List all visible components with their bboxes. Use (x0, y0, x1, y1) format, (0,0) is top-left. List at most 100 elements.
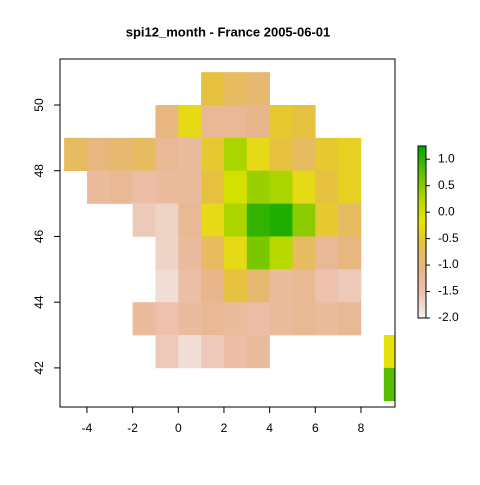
legend-swatch (418, 214, 426, 219)
raster-cell (292, 302, 316, 336)
legend-swatch (418, 297, 426, 302)
raster-cell (155, 203, 179, 237)
legend-swatch (418, 240, 426, 244)
legend-swatch (418, 266, 426, 270)
raster-cell (338, 137, 362, 172)
raster-cell (178, 203, 202, 237)
raster-cell (269, 203, 293, 237)
raster-cell (269, 236, 293, 270)
raster-cell (201, 170, 225, 204)
y-tick-label: 42 (32, 361, 46, 375)
legend-swatch (418, 289, 426, 293)
raster-cell (132, 203, 156, 237)
raster-cell (223, 335, 248, 369)
raster-cell (246, 137, 270, 172)
legend-swatch (418, 157, 426, 161)
raster-cell (223, 203, 248, 237)
legend-tick-label: 0.0 (438, 204, 455, 218)
raster-cell (132, 302, 156, 336)
legend-swatch (418, 229, 426, 233)
raster-cell (155, 335, 179, 369)
legend-swatch (418, 200, 426, 204)
legend-swatch (418, 292, 426, 296)
legend-swatch (418, 154, 426, 158)
legend-swatch (418, 272, 426, 276)
raster-cell (338, 269, 362, 303)
legend-swatch (418, 257, 426, 262)
y-tick-label: 46 (32, 229, 46, 243)
raster-cell (201, 203, 225, 237)
raster-cell (86, 137, 111, 172)
legend-swatch (418, 148, 426, 153)
legend-swatch (418, 246, 426, 250)
legend-swatch (418, 295, 426, 299)
raster-cell (201, 72, 225, 106)
legend-tick-label: -0.5 (438, 231, 459, 245)
raster-cell (269, 170, 293, 204)
raster-cell (292, 170, 316, 204)
legend-swatch (418, 252, 426, 256)
plot-frame (59, 58, 396, 408)
legend-swatch (418, 180, 426, 184)
raster-cell (201, 269, 225, 303)
raster-cell (246, 269, 270, 303)
legend-tick-label: -2.0 (438, 310, 459, 324)
legend-swatch (418, 220, 426, 224)
raster-cell (338, 170, 362, 204)
legend-swatch (418, 260, 426, 265)
raster-cell (201, 335, 225, 369)
legend-swatch (418, 206, 426, 210)
legend-swatch (418, 163, 426, 167)
legend-swatch (418, 183, 426, 187)
raster-cell (338, 203, 362, 237)
y-tick-label: 48 (32, 164, 46, 178)
legend-swatch (418, 174, 426, 179)
x-tick-label: -4 (82, 421, 93, 435)
raster-cell (383, 367, 395, 402)
raster-cell (246, 105, 270, 139)
legend-swatch (418, 232, 426, 236)
legend-swatch (418, 186, 426, 190)
raster-cell (155, 302, 179, 336)
legend-swatch (418, 306, 426, 310)
raster-cell (223, 269, 248, 303)
legend-swatch (418, 166, 426, 170)
raster-cell (132, 170, 156, 204)
raster-cell (292, 203, 316, 237)
raster-cell (315, 236, 339, 270)
legend-tick-label: -1.0 (438, 257, 459, 271)
raster-cell (155, 236, 179, 270)
legend-swatch (418, 277, 426, 282)
raster-cell (223, 105, 248, 139)
legend-swatch (418, 309, 426, 313)
legend-tick-label: 0.5 (438, 178, 455, 192)
legend-swatch (418, 168, 426, 173)
raster-cell (315, 137, 339, 172)
legend-swatch (418, 189, 426, 193)
legend-swatch (418, 315, 426, 319)
raster-cell (292, 269, 316, 303)
raster-cell (315, 269, 339, 303)
y-tick-label: 50 (32, 98, 46, 112)
legend-swatch (418, 300, 426, 305)
legend-swatch (418, 171, 426, 176)
legend-swatch (418, 275, 426, 279)
raster-cell (315, 203, 339, 237)
legend-swatch (418, 191, 426, 196)
raster-cell (132, 137, 156, 172)
legend-swatch (418, 303, 426, 308)
raster-cell (246, 72, 270, 106)
raster-cell (246, 302, 270, 336)
x-tick-label: 2 (221, 421, 228, 435)
x-tick-label: 6 (312, 421, 319, 435)
legend-swatch (418, 286, 426, 290)
legend-swatch (418, 209, 426, 213)
raster-cell (223, 170, 248, 204)
legend-swatch (418, 177, 426, 181)
raster-cell (315, 302, 339, 336)
raster-cell (86, 170, 111, 204)
raster-cell (223, 137, 248, 172)
legend-swatch (418, 194, 426, 199)
raster-cell (292, 236, 316, 270)
